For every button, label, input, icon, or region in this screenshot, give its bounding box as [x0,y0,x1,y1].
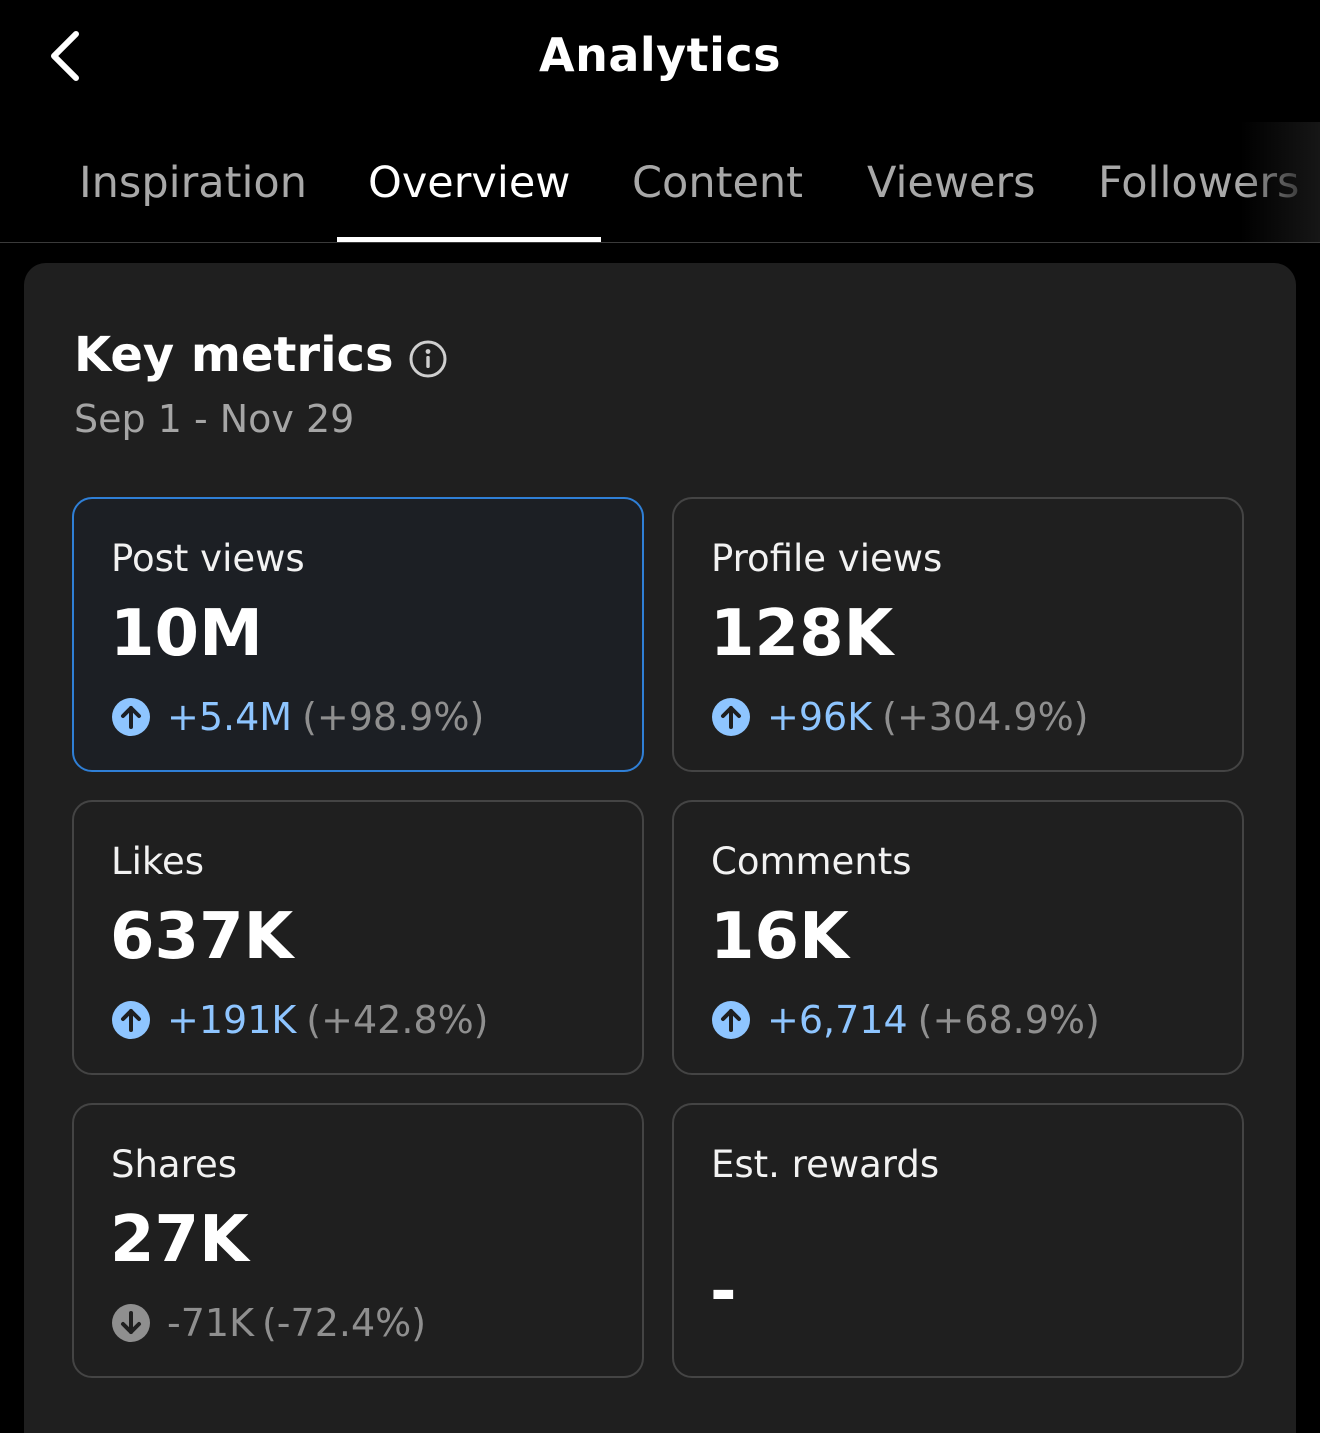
metric-label: Comments [711,840,912,883]
section-title: Key metrics [74,327,448,383]
arrow-down-circle-icon [111,1303,151,1343]
metric-label: Post views [111,537,305,580]
arrow-up-circle-icon [711,697,751,737]
active-tab-indicator [337,237,601,242]
tab-inspiration[interactable]: Inspiration [79,158,307,208]
back-button[interactable] [40,26,96,86]
change-absolute: +5.4M [167,695,293,739]
change-percent: (-72.4%) [261,1301,427,1345]
tab-followers[interactable]: Followers [1098,158,1300,208]
metric-change: +96K (+304.9%) [711,695,1089,739]
change-percent: (+304.9%) [882,695,1089,739]
change-percent: (+98.9%) [302,695,485,739]
info-icon[interactable] [408,335,448,378]
change-absolute: +6,714 [767,998,908,1042]
metric-post-views[interactable]: Post views 10M +5.4M (+98.9%) [72,497,644,772]
metric-label: Likes [111,840,205,883]
tab-viewers[interactable]: Viewers [867,158,1036,208]
arrow-up-circle-icon [711,1000,751,1040]
header: Analytics [0,0,1320,120]
date-range: Sep 1 - Nov 29 [74,397,355,441]
arrow-up-circle-icon [111,697,151,737]
metric-value: 637K [110,900,294,974]
key-metrics-card: Key metrics Sep 1 - Nov 29 Post views 10… [24,263,1296,1433]
tab-content[interactable]: Content [632,158,804,208]
page-title: Analytics [538,28,782,82]
metric-change: +6,714 (+68.9%) [711,998,1100,1042]
metric-value: - [710,1255,737,1329]
section-title-text: Key metrics [74,327,394,383]
metric-label: Est. rewards [711,1143,940,1186]
metric-label: Shares [111,1143,238,1186]
metric-value: 27K [110,1203,249,1277]
change-absolute: +96K [767,695,873,739]
tab-overview[interactable]: Overview [368,158,571,208]
metric-value: 16K [710,900,849,974]
metric-label: Profile views [711,537,943,580]
change-percent: (+42.8%) [306,998,489,1042]
metric-est-rewards[interactable]: Est. rewards - [672,1103,1244,1378]
metric-shares[interactable]: Shares 27K -71K (-72.4%) [72,1103,644,1378]
metric-profile-views[interactable]: Profile views 128K +96K (+304.9%) [672,497,1244,772]
change-absolute: -71K [167,1301,254,1345]
metric-change: +191K (+42.8%) [111,998,489,1042]
metric-value: 10M [110,597,263,671]
metric-change: -71K (-72.4%) [111,1301,426,1345]
metric-likes[interactable]: Likes 637K +191K (+42.8%) [72,800,644,1075]
chevron-left-icon [51,31,79,81]
metric-comments[interactable]: Comments 16K +6,714 (+68.9%) [672,800,1244,1075]
change-percent: (+68.9%) [917,998,1100,1042]
tab-bar: Inspiration Overview Content Viewers Fol… [0,122,1320,243]
metric-value: 128K [710,597,894,671]
change-absolute: +191K [167,998,297,1042]
arrow-up-circle-icon [111,1000,151,1040]
metric-change: +5.4M (+98.9%) [111,695,484,739]
